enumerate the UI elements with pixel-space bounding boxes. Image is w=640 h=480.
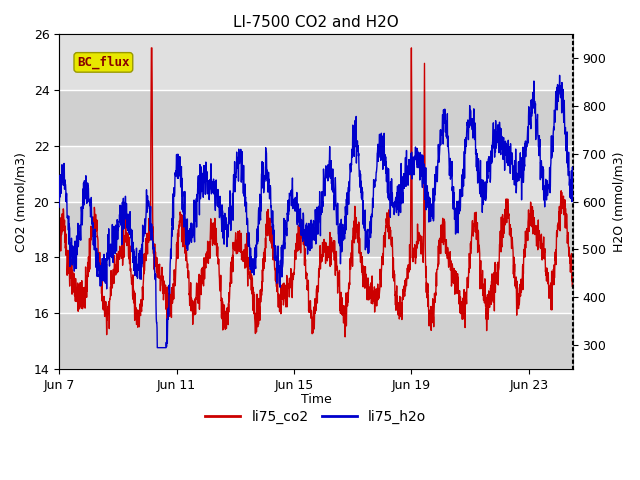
Legend: li75_co2, li75_h2o: li75_co2, li75_h2o [200,404,432,429]
Title: LI-7500 CO2 and H2O: LI-7500 CO2 and H2O [233,15,399,30]
Bar [59,146,573,202]
Y-axis label: H2O (mmol/m3): H2O (mmol/m3) [612,151,625,252]
Bar [59,313,573,369]
Bar [59,90,573,146]
Bar [59,257,573,313]
Text: BC_flux: BC_flux [77,56,130,69]
Y-axis label: CO2 (mmol/m3): CO2 (mmol/m3) [15,152,28,252]
X-axis label: Time: Time [301,393,332,407]
Bar [59,34,573,90]
Bar [59,202,573,257]
